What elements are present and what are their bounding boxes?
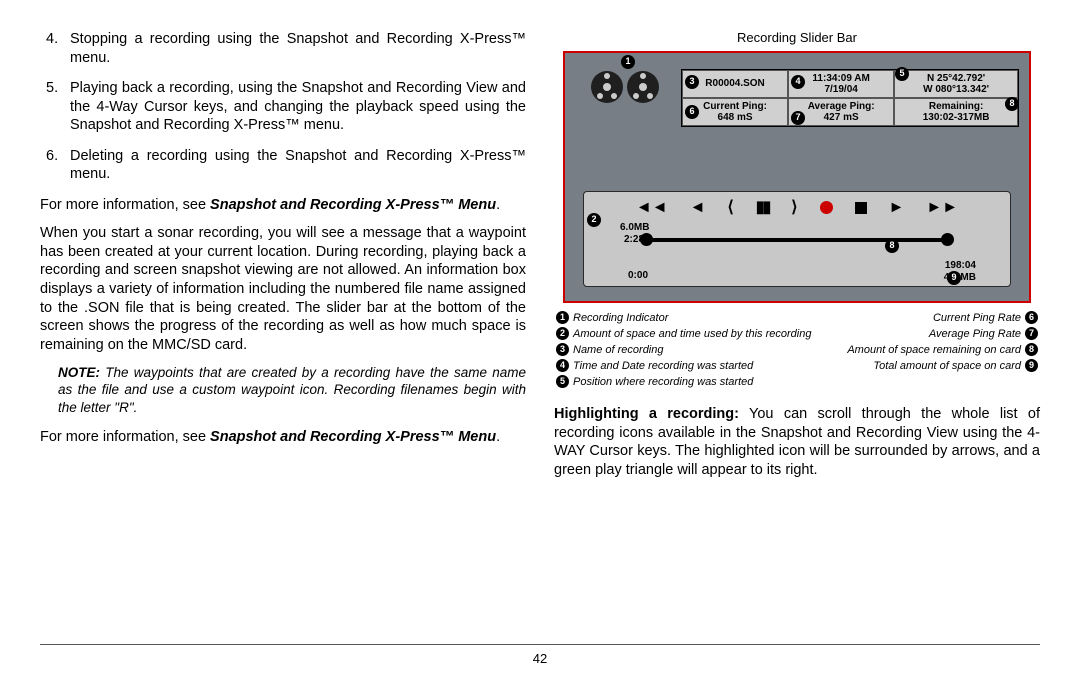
slider-panel: ◄◄ ◄ ⟨ ▮▮ ⟩ ► ►► 6.0MB 2:28 [583, 191, 1011, 287]
legend-item: Current Ping Rate6 [847, 311, 1038, 325]
legend-item: 5Position where recording was started [556, 375, 811, 389]
callout-3: 3 [685, 75, 699, 89]
callout-8: 8 [885, 239, 899, 253]
legend-item: 3Name of recording [556, 343, 811, 357]
intro-paragraph: When you start a sonar recording, you wi… [40, 224, 526, 354]
record-icon [820, 201, 833, 214]
rewind-fast-icon: ◄◄ [636, 198, 668, 218]
forward-fast-icon: ►► [926, 198, 958, 218]
slider-knob-right [941, 233, 954, 246]
callout-1: 1 [621, 55, 635, 69]
play-icon: ► [889, 198, 905, 218]
playback-controls: ◄◄ ◄ ⟨ ▮▮ ⟩ ► ►► [584, 192, 1010, 218]
figure-image: R00004.SON 11:34:09 AM7/19/04 N 25°42.79… [563, 51, 1031, 303]
elapsed-label: 2:28 [624, 234, 644, 247]
callout-7: 7 [791, 111, 805, 125]
skip-back-icon: ⟨ [727, 198, 733, 218]
page-number: 42 [40, 644, 1040, 666]
rewind-icon: ◄ [690, 198, 706, 218]
legend-item: 4Time and Date recording was started [556, 359, 811, 373]
right-column: Recording Slider Bar R00004.SON 11:34:09… [554, 30, 1040, 650]
figure-title: Recording Slider Bar [554, 30, 1040, 47]
stop-icon [855, 202, 867, 214]
size-label: 6.0MB [620, 222, 649, 235]
list-item: 5.Playing back a recording, using the Sn… [40, 79, 526, 135]
skip-fwd-icon: ⟩ [791, 198, 797, 218]
pause-icon: ▮▮ [756, 198, 770, 218]
callout-5: 5 [895, 67, 909, 81]
remaining-time-label: 198:04 [945, 260, 976, 273]
slider-track [642, 238, 952, 242]
see-more-2: For more information, see Snapshot and R… [40, 428, 526, 447]
callout-4: 4 [791, 75, 805, 89]
note: NOTE: The waypoints that are created by … [40, 364, 526, 416]
legend-item: Amount of space remaining on card8 [847, 343, 1038, 357]
callout-8-top: 8 [1005, 97, 1019, 111]
start-label: 0:00 [628, 270, 648, 283]
legend-item: Total amount of space on card9 [847, 359, 1038, 373]
see-more-1: For more information, see Snapshot and R… [40, 196, 526, 215]
callout-2: 2 [587, 213, 601, 227]
page: 4.Stopping a recording using the Snapsho… [40, 30, 1040, 650]
list-item: 6.Deleting a recording using the Snapsho… [40, 147, 526, 184]
highlighting-paragraph: Highlighting a recording: You can scroll… [554, 405, 1040, 479]
legend: 1Recording Indicator 2Amount of space and… [556, 311, 1038, 391]
callout-6: 6 [685, 105, 699, 119]
legend-item: 1Recording Indicator [556, 311, 811, 325]
callout-9: 9 [947, 271, 961, 285]
info-box: R00004.SON 11:34:09 AM7/19/04 N 25°42.79… [681, 69, 1019, 127]
left-column: 4.Stopping a recording using the Snapsho… [40, 30, 526, 650]
legend-item: Average Ping Rate7 [847, 327, 1038, 341]
legend-item: 2Amount of space and time used by this r… [556, 327, 811, 341]
list-item: 4.Stopping a recording using the Snapsho… [40, 30, 526, 67]
figure: Recording Slider Bar R00004.SON 11:34:09… [554, 30, 1040, 303]
reel-icon [591, 67, 661, 113]
